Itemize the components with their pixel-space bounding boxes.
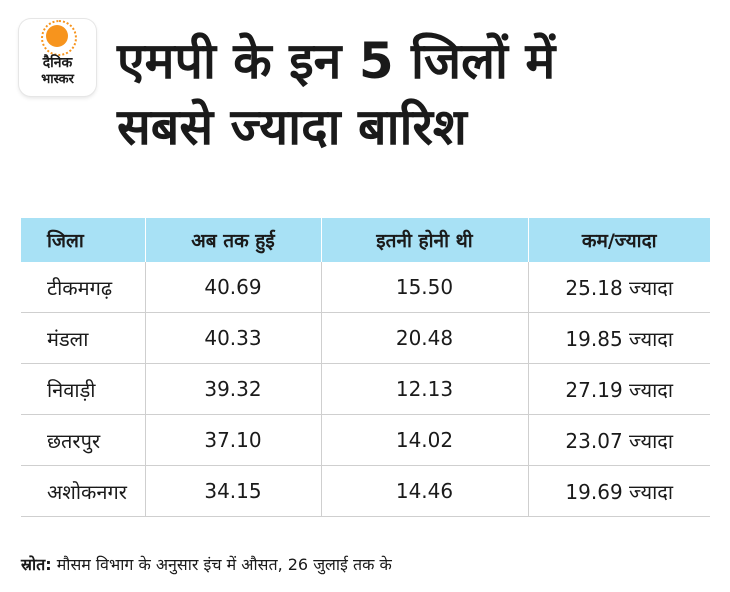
sun-icon xyxy=(41,20,77,56)
column-header-district: जिला xyxy=(21,218,146,262)
headline: एमपी के इन 5 जिलों में सबसे ज्यादा बारिश xyxy=(117,28,717,160)
actual-cell: 40.33 xyxy=(145,312,322,364)
headline-line-2: सबसे ज्यादा बारिश xyxy=(117,98,467,156)
actual-cell: 37.10 xyxy=(145,414,322,466)
table-row: छतरपुर 37.10 14.02 23.07 ज्यादा xyxy=(21,414,710,466)
district-cell: अशोकनगर xyxy=(21,465,146,517)
table-row: मंडला 40.33 20.48 19.85 ज्यादा xyxy=(21,312,710,364)
table-row: अशोकनगर 34.15 14.46 19.69 ज्यादा xyxy=(21,465,710,517)
column-header-normal: इतनी होनी थी xyxy=(321,218,529,262)
table-row: निवाड़ी 39.32 12.13 27.19 ज्यादा xyxy=(21,363,710,415)
district-cell: निवाड़ी xyxy=(21,363,146,415)
source-note: स्रोत: मौसम विभाग के अनुसार इंच में औसत,… xyxy=(21,553,392,575)
difference-cell: 23.07 ज्यादा xyxy=(528,414,710,466)
normal-cell: 14.46 xyxy=(321,465,529,517)
source-label: स्रोत: xyxy=(21,555,52,574)
actual-cell: 34.15 xyxy=(145,465,322,517)
source-text: मौसम विभाग के अनुसार इंच में औसत, 26 जुल… xyxy=(56,555,392,574)
actual-cell: 39.32 xyxy=(145,363,322,415)
column-header-difference: कम/ज्यादा xyxy=(528,218,710,262)
table-row: टीकमगढ़ 40.69 15.50 25.18 ज्यादा xyxy=(21,262,710,313)
difference-cell: 25.18 ज्यादा xyxy=(528,262,710,313)
difference-cell: 19.85 ज्यादा xyxy=(528,312,710,364)
logo-line-2: भास्कर xyxy=(41,72,74,87)
normal-cell: 15.50 xyxy=(321,262,529,313)
normal-cell: 14.02 xyxy=(321,414,529,466)
logo-line-1: दैनिक xyxy=(42,55,73,71)
district-cell: टीकमगढ़ xyxy=(21,262,146,313)
normal-cell: 12.13 xyxy=(321,363,529,415)
district-cell: मंडला xyxy=(21,312,146,364)
difference-cell: 19.69 ज्यादा xyxy=(528,465,710,517)
headline-line-1: एमपी के इन 5 जिलों में xyxy=(117,32,556,90)
actual-cell: 40.69 xyxy=(145,262,322,313)
normal-cell: 20.48 xyxy=(321,312,529,364)
rainfall-table: जिला अब तक हुई इतनी होनी थी कम/ज्यादा टी… xyxy=(21,218,710,517)
difference-cell: 27.19 ज्यादा xyxy=(528,363,710,415)
dainik-bhaskar-logo: दैनिक भास्कर xyxy=(19,19,96,96)
table-header-row: जिला अब तक हुई इतनी होनी थी कम/ज्यादा xyxy=(21,218,710,262)
district-cell: छतरपुर xyxy=(21,414,146,466)
column-header-actual: अब तक हुई xyxy=(145,218,322,262)
